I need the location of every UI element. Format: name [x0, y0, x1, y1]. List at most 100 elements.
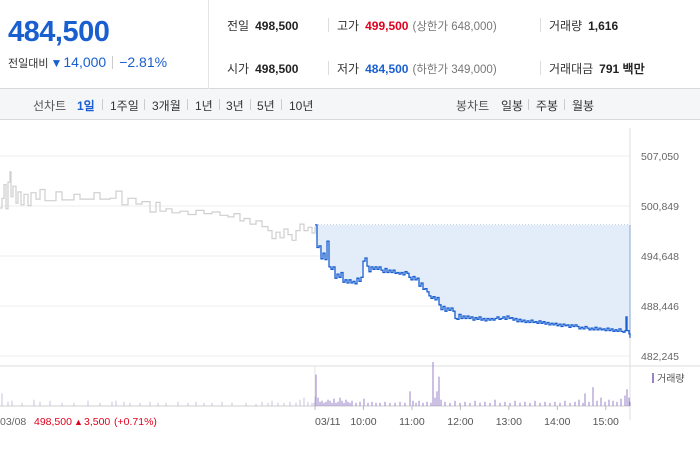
- volume-bar: [529, 402, 531, 406]
- prev-day-price: 498,500: [34, 416, 72, 428]
- volume-bar: [574, 401, 576, 406]
- volume-bar: [315, 374, 317, 406]
- period-5y[interactable]: 5년: [257, 99, 275, 113]
- period-1y[interactable]: 1년: [195, 99, 213, 113]
- period-3y[interactable]: 3년: [226, 99, 244, 113]
- period-3m[interactable]: 3개월: [152, 99, 181, 113]
- volume-bar: [440, 399, 442, 406]
- volume-bar: [221, 401, 223, 406]
- stat-value: 484,500: [365, 62, 409, 76]
- volume-bar: [389, 402, 391, 406]
- divider: [219, 99, 220, 110]
- volume-bar: [327, 399, 329, 406]
- volume-bar: [578, 399, 580, 406]
- down-arrow-icon: ▼: [50, 56, 63, 70]
- stat-label: 저가: [337, 62, 360, 76]
- y-tick-label: 500,849: [641, 201, 679, 213]
- lower-limit: (하한가 349,000): [412, 64, 497, 76]
- stat-label: 거래량: [549, 19, 583, 33]
- volume-bar: [379, 402, 381, 406]
- today-price-line: [315, 224, 631, 338]
- volume-bar: [49, 400, 51, 406]
- quote-stats: 전일 498,500 고가 499,500 (상한가 648,000) 거래량 1,61…: [210, 0, 700, 89]
- period-10y[interactable]: 10년: [289, 99, 314, 113]
- volume-bar: [363, 398, 365, 406]
- change-percent: −2.81%: [119, 54, 168, 70]
- volume-bar: [612, 400, 614, 406]
- volume-bar: [165, 402, 167, 406]
- y-axis: 507,050 500,849 494,648 488,446 482,245: [641, 151, 679, 363]
- x-axis: 03/11 10:00 11:00 12:00 13:00 14:00 15:00: [314, 406, 619, 428]
- volume-bar: [616, 401, 618, 406]
- volume-bar: [149, 401, 151, 406]
- volume-bar: [559, 402, 561, 406]
- volume-bar: [351, 400, 353, 406]
- divider: [250, 99, 251, 110]
- volume-bar: [539, 402, 541, 406]
- volume-bar: [519, 402, 521, 406]
- divider: [187, 99, 188, 110]
- volume-bar: [464, 401, 466, 406]
- volume-bar: [39, 401, 41, 406]
- volume-bar: [211, 402, 213, 406]
- volume-bar: [139, 402, 141, 406]
- volume-bar: [459, 402, 461, 406]
- volume-bar: [345, 399, 347, 406]
- volume-bar: [514, 400, 516, 406]
- volume-bar: [384, 401, 386, 406]
- prev-day-change: 3,500: [84, 416, 110, 428]
- prev-day-date: 03/08: [0, 416, 26, 428]
- volume-bar: [436, 391, 438, 406]
- stat-value: 499,500: [365, 19, 409, 33]
- chart-canvas[interactable]: 507,050 500,849 494,648 488,446 482,245 03/1…: [0, 120, 700, 450]
- today-area: [315, 224, 630, 338]
- stat-value: 498,500: [255, 62, 299, 76]
- volume-bar: [504, 401, 506, 406]
- volume-bar: [582, 402, 584, 406]
- stat-label: 전일: [227, 19, 250, 33]
- volume-bar: [349, 402, 351, 406]
- volume-bar: [592, 387, 594, 406]
- stat-volume: 거래량 1,616: [549, 17, 618, 34]
- stat-value: 791 백만: [599, 62, 645, 76]
- prev-day-line: [0, 171, 316, 241]
- candle-monthly[interactable]: 월봉: [572, 99, 595, 113]
- y-tick-label: 488,446: [641, 301, 679, 313]
- volume-bar: [295, 402, 297, 406]
- prev-day-pct: (+0.71%): [114, 416, 157, 428]
- volume-bar: [469, 402, 471, 406]
- volume-bar: [333, 398, 335, 406]
- volume-bar: [489, 402, 491, 406]
- period-1d[interactable]: 1일: [77, 99, 95, 113]
- volume-bar: [584, 393, 586, 406]
- stat-prev-close: 전일 498,500: [227, 17, 298, 34]
- divider: [540, 61, 541, 75]
- prev-day-series: [0, 171, 316, 241]
- volume-bar: [474, 400, 476, 406]
- volume-bar: [588, 401, 590, 406]
- volume-bar: [99, 402, 101, 406]
- volume-bar: [289, 401, 291, 406]
- volume-bar: [335, 402, 337, 406]
- candle-daily[interactable]: 일봉: [501, 99, 524, 113]
- current-price: 484,500: [8, 16, 110, 48]
- intraday-chart[interactable]: 507,050 500,849 494,648 488,446 482,245 03/1…: [0, 120, 700, 450]
- candle-weekly[interactable]: 주봉: [536, 99, 559, 113]
- up-arrow-icon: ▲: [74, 417, 83, 427]
- volume-bar: [367, 402, 369, 406]
- volume-bar: [499, 402, 501, 406]
- stat-value: 498,500: [255, 19, 299, 33]
- area-fill: [315, 224, 631, 338]
- volume-bar: [624, 395, 626, 406]
- divider: [564, 99, 565, 110]
- stat-label: 고가: [337, 19, 360, 33]
- volume-bar: [371, 401, 373, 406]
- period-1w[interactable]: 1주일: [110, 99, 139, 113]
- volume-bar: [479, 402, 481, 406]
- volume-bar: [195, 401, 197, 406]
- volume-bar: [314, 396, 316, 406]
- volume-bar: [271, 400, 273, 406]
- volume-bar: [394, 402, 396, 406]
- volume-bar: [494, 399, 496, 406]
- volume-bar: [1, 393, 3, 406]
